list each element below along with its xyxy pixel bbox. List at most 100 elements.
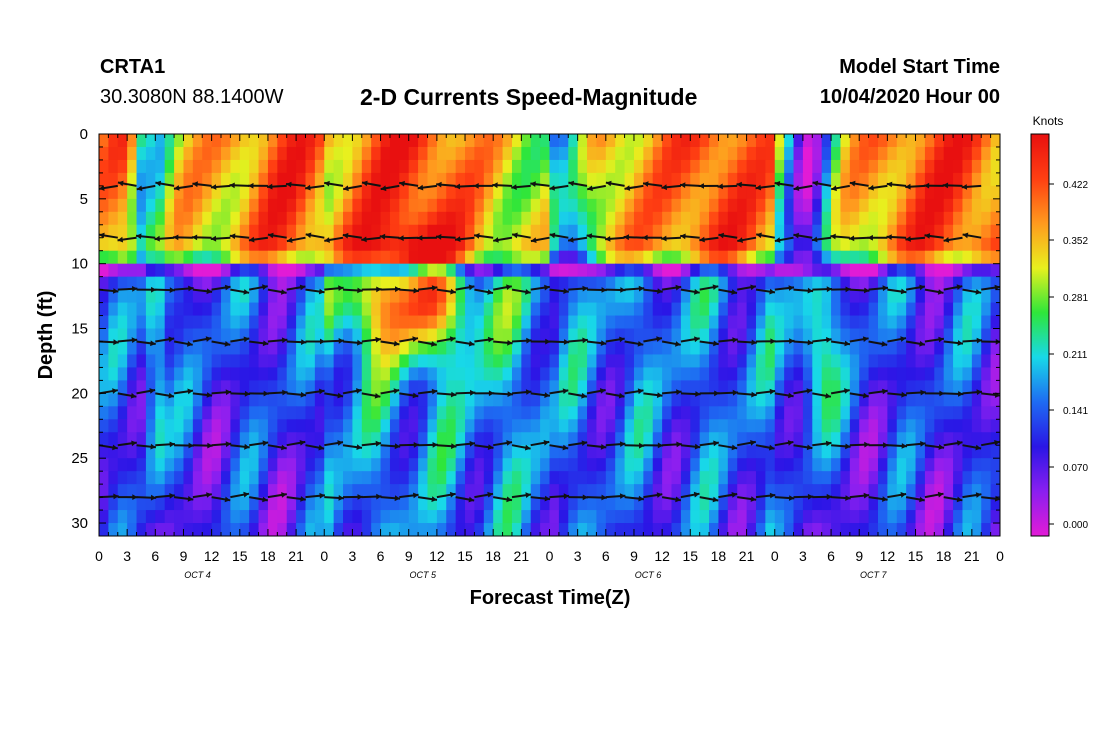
heatmap-cell [896, 393, 907, 407]
heatmap-cell [408, 328, 419, 343]
heatmap-cell [709, 276, 720, 291]
heatmap-cell [343, 406, 354, 420]
heatmap-cell [502, 484, 513, 498]
heatmap-cell [211, 510, 222, 524]
heatmap-cell [465, 471, 476, 485]
heatmap-cell [558, 419, 569, 433]
heatmap-cell [511, 419, 522, 433]
heatmap-cell [305, 458, 316, 472]
heatmap-cell [408, 289, 419, 304]
heatmap-cell [755, 224, 766, 239]
vector-head [412, 392, 419, 399]
heatmap-cell [755, 237, 766, 252]
heatmap-cell [108, 406, 119, 420]
heatmap-cell [662, 471, 673, 485]
heatmap-cell [174, 224, 185, 239]
heatmap-cell [859, 354, 870, 369]
heatmap-cell [230, 315, 241, 330]
heatmap-cell [380, 172, 391, 187]
heatmap-cell [859, 315, 870, 330]
heatmap-cell [690, 510, 701, 524]
heatmap-cell [267, 380, 278, 394]
heatmap-cell [587, 250, 598, 265]
heatmap-cell [671, 250, 682, 265]
vector-head [731, 444, 738, 451]
heatmap-cell [493, 289, 504, 304]
heatmap-cell [680, 523, 691, 536]
heatmap-cell [971, 471, 982, 485]
heatmap-cell [868, 471, 879, 485]
vector-head [468, 340, 475, 347]
heatmap-cell [709, 393, 720, 407]
heatmap-cell [343, 289, 354, 304]
heatmap-cell [915, 211, 926, 226]
heatmap-cell [765, 510, 776, 524]
heatmap-cell [624, 393, 635, 407]
heatmap-cell [943, 419, 954, 433]
heatmap-cell [831, 510, 842, 524]
heatmap-cell [164, 458, 175, 472]
heatmap-cell [849, 146, 860, 161]
heatmap-cell [652, 185, 663, 200]
heatmap-cell [690, 354, 701, 369]
heatmap-cell [267, 523, 278, 536]
heatmap-cell [249, 159, 260, 174]
heatmap-cell [652, 315, 663, 330]
heatmap-cell [793, 237, 804, 252]
vector-head [582, 494, 588, 501]
heatmap-cell [183, 224, 194, 239]
heatmap-cell [737, 276, 748, 291]
heatmap-cell [540, 523, 551, 536]
heatmap-cell [286, 315, 297, 330]
heatmap-cell [699, 289, 710, 304]
heatmap-cell [399, 134, 410, 148]
heatmap-cell [587, 146, 598, 161]
heatmap-cell [784, 276, 795, 291]
heatmap-cell [624, 146, 635, 161]
heatmap-cell [924, 367, 935, 381]
heatmap-cell [727, 341, 738, 356]
heatmap-cell [164, 250, 175, 265]
heatmap-cell [530, 328, 541, 343]
heatmap-cell [230, 406, 241, 420]
heatmap-cell [202, 224, 213, 239]
heatmap-cell [821, 523, 832, 536]
x-tick-label: 18 [260, 548, 276, 564]
heatmap-cell [868, 263, 879, 278]
heatmap-cell [906, 224, 917, 239]
heatmap-cell [671, 185, 682, 200]
vector-head [470, 389, 476, 396]
heatmap-cell [558, 159, 569, 174]
heatmap-cell [436, 224, 447, 239]
heatmap-cell [624, 328, 635, 343]
heatmap-cell [333, 172, 344, 187]
heatmap-cell [568, 328, 579, 343]
heatmap-cell [962, 380, 973, 394]
heatmap-cell [924, 471, 935, 485]
heatmap-cell [127, 510, 138, 524]
heatmap-cell [352, 159, 363, 174]
vector-head [168, 336, 175, 343]
heatmap-cell [389, 146, 400, 161]
vector-head [600, 340, 607, 346]
heatmap-cell [267, 289, 278, 304]
heatmap-cell [624, 289, 635, 304]
heatmap-cell [671, 263, 682, 278]
heatmap-cell [427, 134, 438, 148]
vector-head [136, 185, 143, 192]
heatmap-cell [746, 458, 757, 472]
heatmap-cell [906, 172, 917, 187]
heatmap-cell [671, 393, 682, 407]
vector-head [206, 288, 213, 295]
heatmap-cell [577, 510, 588, 524]
heatmap-cell [624, 211, 635, 226]
heatmap-cell [971, 159, 982, 174]
vector-head [788, 495, 795, 501]
heatmap-cell [127, 523, 138, 536]
heatmap-cell [953, 172, 964, 187]
heatmap-cell [596, 484, 607, 498]
heatmap-cell [765, 354, 776, 369]
heatmap-cell [924, 497, 935, 511]
heatmap-cell [718, 172, 729, 187]
